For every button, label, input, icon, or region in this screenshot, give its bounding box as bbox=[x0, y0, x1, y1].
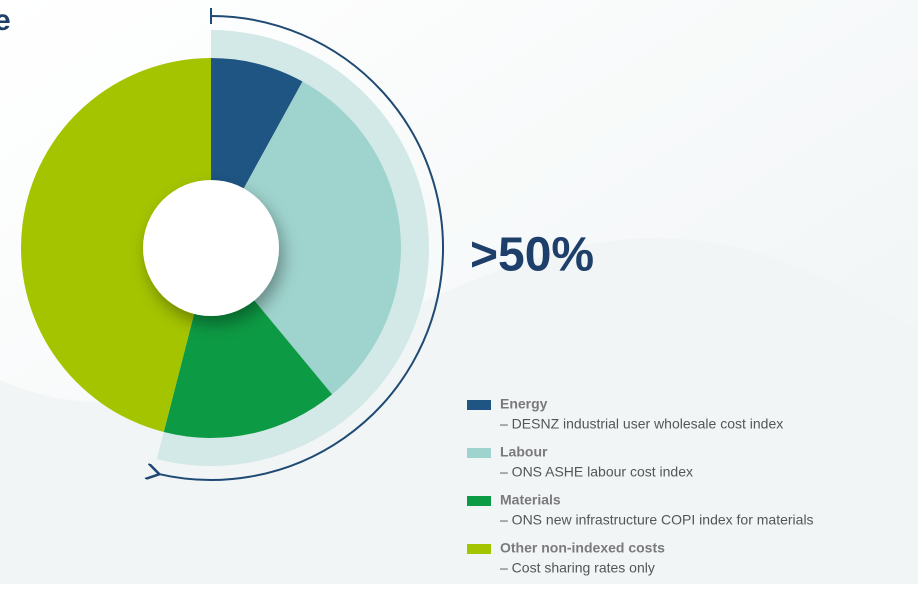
annotation: >50% bbox=[470, 229, 594, 282]
chart-title: e bbox=[0, 4, 11, 37]
legend-swatch bbox=[467, 496, 491, 506]
bracket-arrow bbox=[158, 15, 444, 481]
legend-description: – Cost sharing rates only bbox=[500, 560, 655, 576]
pie bbox=[20, 58, 402, 438]
legend-description: – DESNZ industrial user wholesale cost i… bbox=[500, 416, 783, 432]
pie-slice bbox=[211, 81, 402, 395]
background-wave bbox=[0, 238, 918, 584]
legend-name: Energy bbox=[500, 396, 548, 412]
legend-name: Labour bbox=[500, 444, 548, 460]
donut-hole bbox=[143, 180, 279, 316]
highlight-ring bbox=[157, 8, 444, 481]
legend-swatch bbox=[467, 400, 491, 410]
legend-swatch bbox=[467, 448, 491, 458]
legend-name: Other non-indexed costs bbox=[500, 540, 665, 556]
legend-description: – ONS ASHE labour cost index bbox=[500, 464, 693, 480]
legend: Energy – DESNZ industrial user wholesale … bbox=[467, 396, 814, 576]
legend-description: – ONS new infrastructure COPI index for … bbox=[500, 512, 814, 528]
legend-name: Materials bbox=[500, 492, 561, 508]
pie-slice bbox=[20, 58, 212, 433]
legend-swatch bbox=[467, 544, 491, 554]
